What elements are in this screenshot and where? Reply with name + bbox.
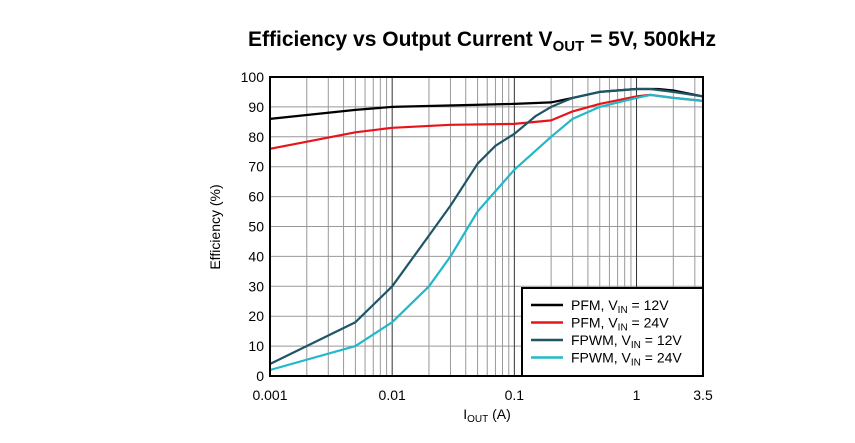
y-tick-label: 20 (248, 308, 264, 324)
y-tick-label: 70 (248, 159, 264, 175)
x-tick-label: 3.5 (693, 387, 713, 403)
y-tick-label: 40 (248, 248, 264, 264)
x-tick-label: 0.01 (379, 387, 406, 403)
y-tick-label: 0 (256, 368, 264, 384)
legend-label: FPWM, VIN = 24V (571, 350, 682, 369)
series-line (269, 93, 704, 372)
chart-title: Efficiency vs Output Current VOUT = 5V, … (248, 28, 716, 55)
x-tick-label: 0.1 (505, 387, 525, 403)
y-tick-label: 50 (248, 219, 264, 235)
y-axis-label: Efficiency (%) (207, 184, 223, 269)
x-tick-label: 1 (633, 387, 641, 403)
series-line (269, 87, 704, 365)
series-line (269, 87, 704, 120)
y-tick-label: 80 (248, 129, 264, 145)
legend-label: PFM, VIN = 12V (571, 297, 669, 316)
series-lines (269, 87, 704, 372)
legend-label: FPWM, VIN = 12V (571, 332, 682, 351)
x-tick-label: 0.001 (252, 387, 287, 403)
series-line (269, 93, 704, 150)
y-tick-label: 10 (248, 338, 264, 354)
plot-frame (269, 76, 704, 377)
y-tick-label: 90 (248, 99, 264, 115)
y-tick-label: 60 (248, 189, 264, 205)
y-tick-label: 30 (248, 278, 264, 294)
y-tick-labels: 0 10 20 30 40 50 60 70 80 90 100 (241, 69, 265, 384)
y-tick-label: 100 (241, 69, 265, 85)
x-axis-label: IOUT (A) (463, 406, 511, 425)
legend-label: PFM, VIN = 24V (571, 315, 669, 334)
x-tick-labels: 0.001 0.01 0.1 1 3.5 (252, 387, 712, 403)
